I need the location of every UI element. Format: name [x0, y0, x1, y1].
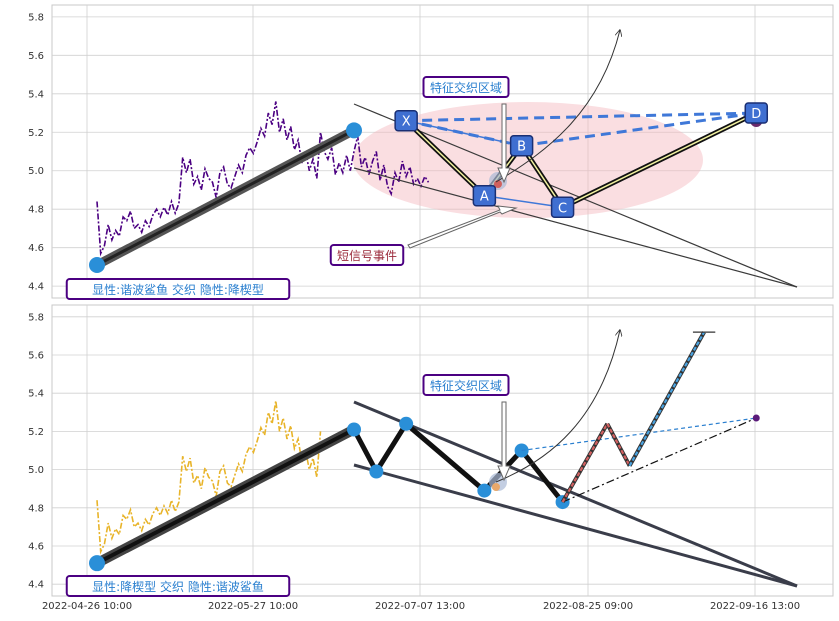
pattern-description-label-box — [65, 278, 291, 300]
target-dashed-line — [521, 417, 757, 452]
y-tick-label: 4.8 — [28, 205, 44, 216]
pattern-description-label: 显性:谐波鲨鱼 交织 隐性:降楔型 — [92, 282, 264, 297]
x-tick-label: 2022-05-27 10:00 — [208, 601, 298, 612]
x-tick-label: 2022-09-16 13:00 — [710, 601, 800, 612]
wedge-lower-line — [353, 463, 798, 588]
harmonic-dashed-leg — [521, 111, 757, 148]
pattern-leg-highlight — [562, 112, 757, 208]
wedge-point — [477, 483, 492, 498]
y-tick-label: 5.0 — [28, 166, 44, 177]
wedge-upper-line — [353, 400, 798, 588]
price-series-line — [96, 101, 430, 257]
feature-region-label: 特征交织区域 — [430, 378, 502, 393]
pattern-point-label-a: A — [480, 190, 489, 205]
y-tick-label: 5.2 — [28, 128, 44, 139]
price-series-line — [96, 400, 322, 555]
trend-line-core — [96, 427, 355, 565]
trend-end-point — [346, 122, 362, 139]
pattern-point-label-x: X — [402, 115, 411, 130]
projection-arrow — [495, 330, 620, 483]
wedge-point — [399, 416, 414, 431]
target-point — [752, 414, 760, 422]
feature-region-ellipse — [353, 102, 703, 218]
feature-region-label: 特征交织区域 — [430, 80, 502, 95]
x-tick-label: 2022-07-07 13:00 — [375, 601, 465, 612]
y-tick-label: 5.8 — [28, 12, 44, 23]
y-tick-label: 4.6 — [28, 541, 44, 552]
projection-down-leg — [606, 423, 631, 467]
panel-frame — [51, 4, 834, 299]
y-tick-label: 5.4 — [28, 389, 44, 400]
y-tick-label: 5.6 — [28, 351, 44, 362]
y-tick-label: 4.6 — [28, 243, 44, 254]
y-tick-label: 5.4 — [28, 89, 44, 100]
y-tick-label: 5.6 — [28, 51, 44, 62]
trend-start-point — [89, 555, 105, 572]
x-tick-label: 2022-04-26 10:00 — [42, 601, 132, 612]
pattern-point-marker-a — [472, 184, 497, 207]
region-pointer-arrow — [497, 401, 511, 482]
wedge-zigzag — [351, 421, 565, 504]
projection-arrow — [495, 30, 620, 183]
trend-line-core — [96, 129, 355, 267]
pattern-point-marker-b — [509, 134, 534, 157]
wedge-point — [347, 422, 361, 437]
pattern-leg-highlight — [405, 120, 485, 197]
wedge-point — [369, 464, 384, 479]
y-tick-label: 4.4 — [28, 282, 44, 293]
harmonic-ac-leg — [484, 195, 563, 209]
pattern-description-label: 显性:降楔型 交织 隐性:谐波鲨鱼 — [92, 579, 264, 594]
y-tick-label: 5.8 — [28, 312, 44, 323]
y-tick-label: 5.0 — [28, 465, 44, 476]
wedge-upper-line — [353, 103, 798, 288]
target-dashdot-line — [562, 417, 757, 503]
projection-up-leg — [561, 423, 609, 503]
signal-pointer-arrow — [407, 205, 518, 249]
short-signal-label-box — [329, 244, 405, 266]
pattern-point-label-c: C — [558, 201, 567, 216]
pattern-point-label-d: D — [751, 107, 761, 122]
feature-region-label-box — [422, 76, 510, 98]
y-tick-label: 4.8 — [28, 503, 44, 514]
pattern-point-label-b: B — [517, 140, 526, 155]
y-tick-label: 5.2 — [28, 427, 44, 438]
pattern-point-marker-x — [394, 109, 418, 132]
short-signal-label: 短信号事件 — [337, 249, 397, 263]
projection-final-leg — [628, 331, 706, 467]
y-tick-label: 4.4 — [28, 580, 44, 591]
pattern-point-marker-d — [744, 102, 769, 124]
swirl-dot — [492, 483, 500, 491]
x-tick-label: 2022-08-25 09:00 — [543, 601, 633, 612]
region-pointer-arrow — [497, 103, 511, 184]
wedge-lower-line — [353, 167, 798, 288]
harmonic-dashed-leg — [406, 111, 757, 123]
pattern-point-marker-c — [550, 196, 575, 219]
feature-region-label-box — [422, 374, 510, 396]
trend-start-point — [89, 256, 105, 273]
pattern-description-label-box — [65, 575, 291, 597]
